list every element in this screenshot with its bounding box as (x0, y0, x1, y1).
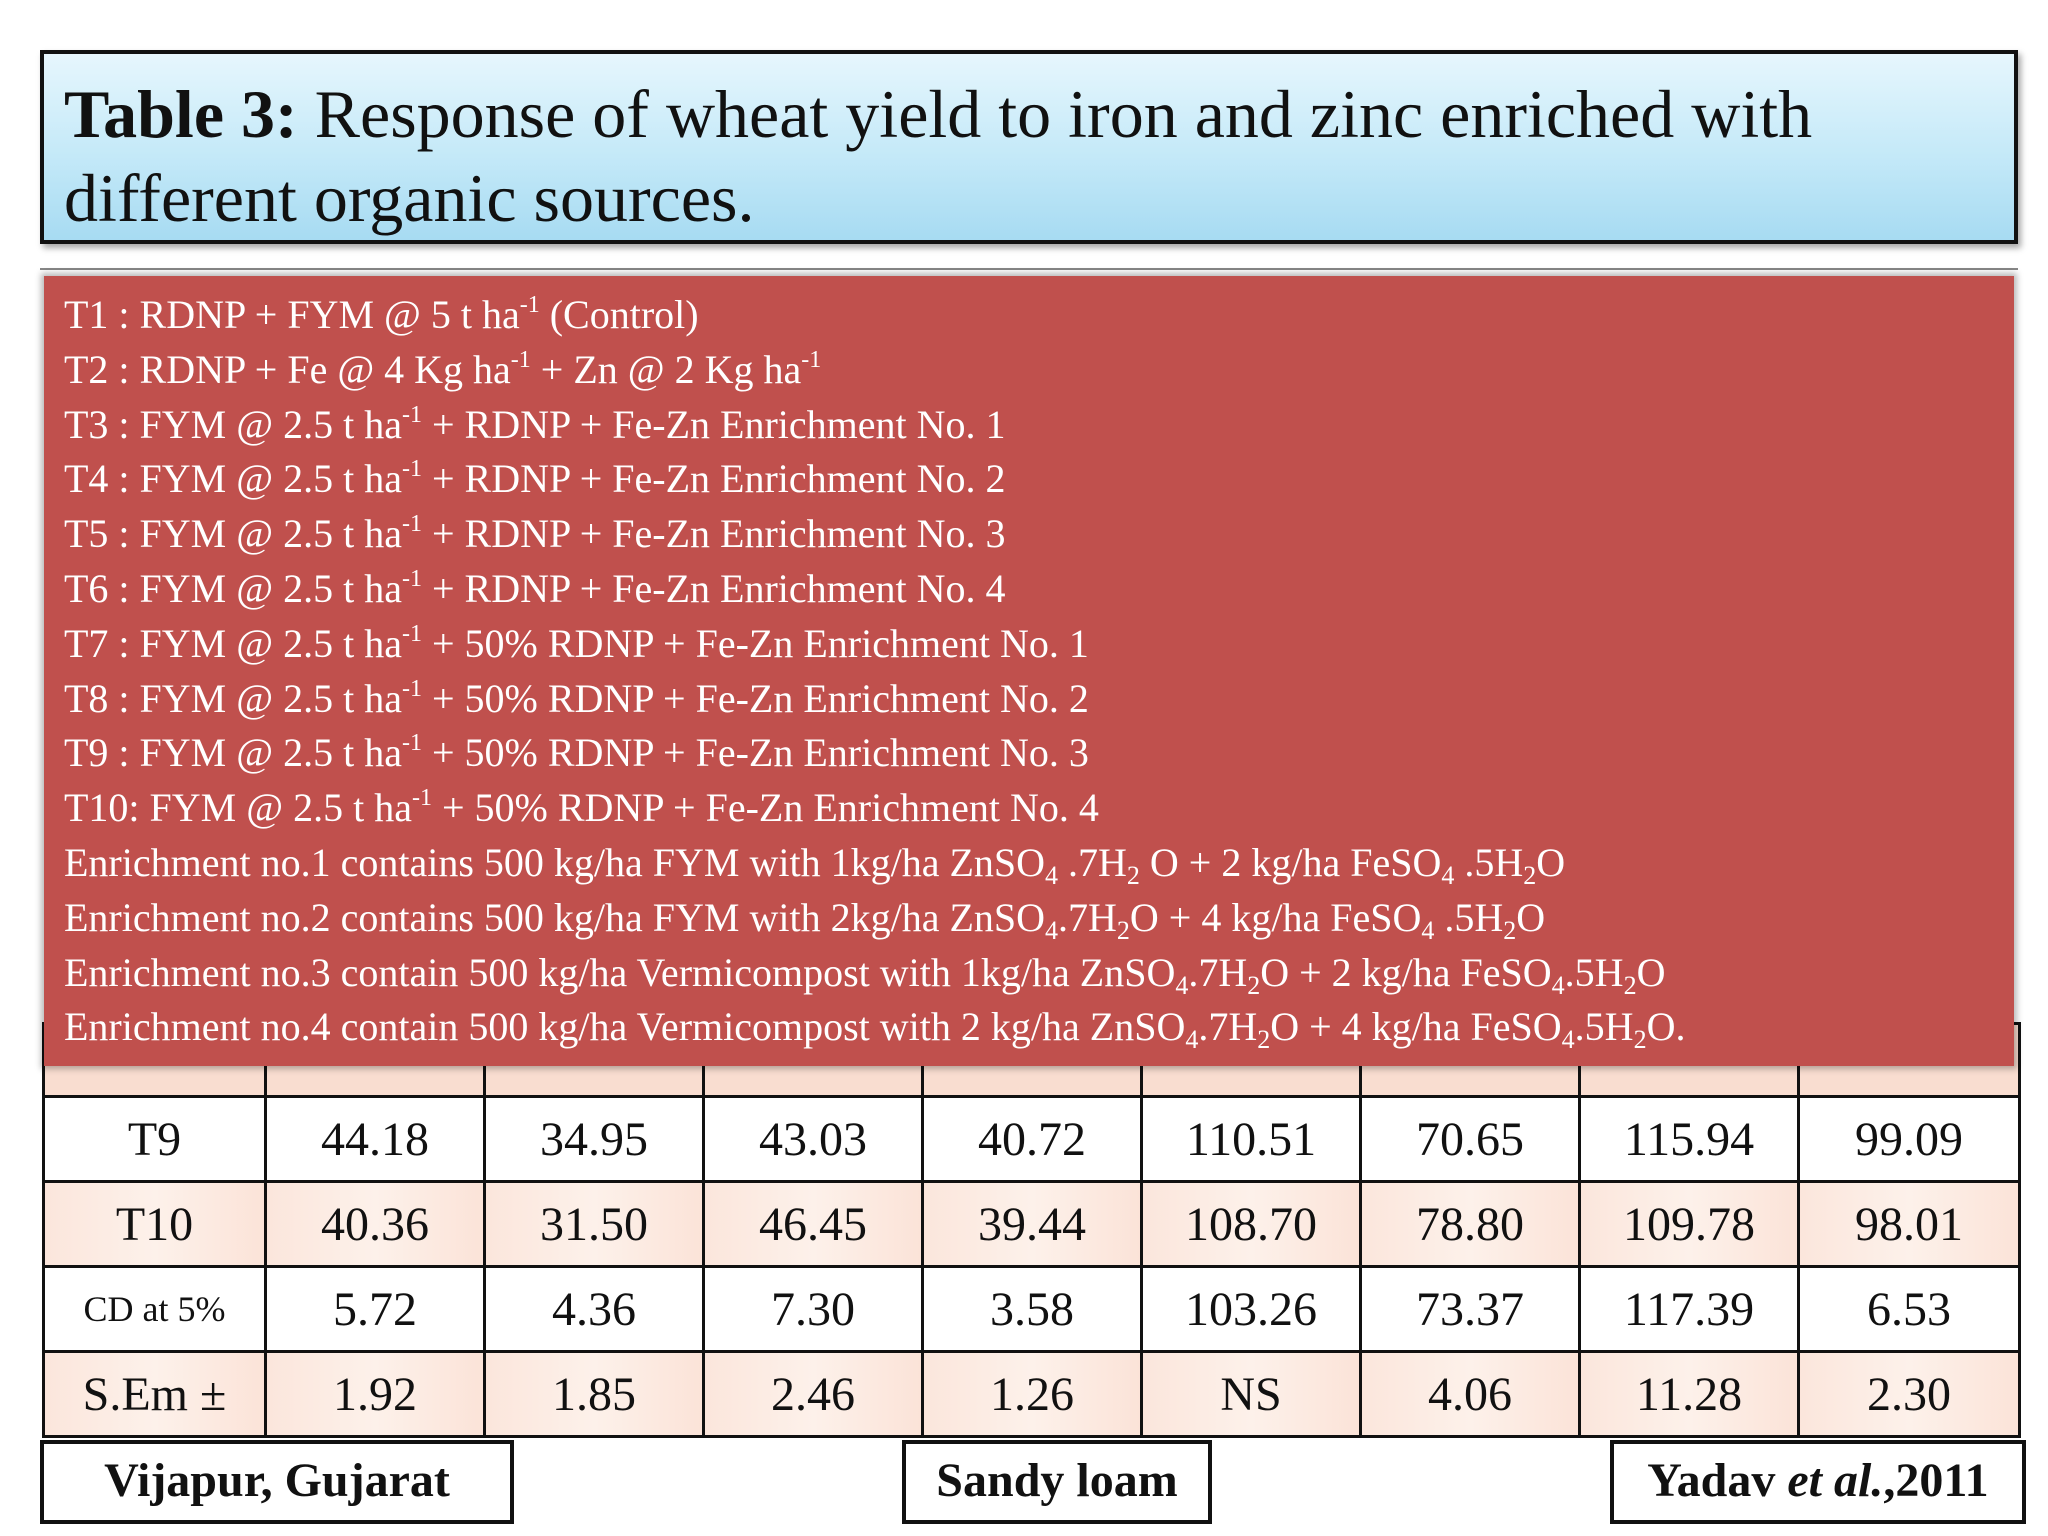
table-cell: 46.45 (702, 1180, 924, 1268)
table-cell: 7.30 (702, 1265, 924, 1353)
table-row: T10 40.36 31.50 46.45 39.44 108.70 78.80… (42, 1180, 2021, 1268)
treatment-line-5: T5 : FYM @ 2.5 t ha-1 + RDNP + Fe-Zn Enr… (64, 511, 1006, 557)
table-cell: 5.72 (264, 1265, 486, 1353)
table-cell: 108.70 (1140, 1180, 1362, 1268)
table-cell: 109.78 (1578, 1180, 1800, 1268)
table-cell: 6.53 (1797, 1265, 2021, 1353)
enrichment-line-1: Enrichment no.1 contains 500 kg/ha FYM w… (64, 839, 1566, 890)
divider (40, 268, 2018, 270)
reference-label: Yadav et al.,2011 (1610, 1440, 2026, 1524)
table-cell: 1.26 (921, 1350, 1143, 1438)
table-cell: 4.36 (483, 1265, 705, 1353)
yield-table: T9 44.18 34.95 43.03 40.72 110.51 70.65 … (42, 1022, 2021, 1438)
treatment-line-1: T1 : RDNP + FYM @ 5 t ha-1 (Control) (64, 292, 699, 337)
enrichment-line-3: Enrichment no.3 contain 500 kg/ha Vermic… (64, 949, 1666, 1000)
reference-et-al: et al. (1787, 1454, 1884, 1507)
table-cell: 73.37 (1359, 1265, 1581, 1353)
table-cell: 11.28 (1578, 1350, 1800, 1438)
enrichment-line-2: Enrichment no.2 contains 500 kg/ha FYM w… (64, 894, 1546, 945)
row-label: T10 (42, 1180, 267, 1268)
soil-type-label: Sandy loam (902, 1440, 1212, 1524)
table-cell: 115.94 (1578, 1095, 1800, 1183)
table-cell: 31.50 (483, 1180, 705, 1268)
table-cell: 1.85 (483, 1350, 705, 1438)
table-number: Table 3: (64, 76, 298, 152)
table-row: S.Em ± 1.92 1.85 2.46 1.26 NS 4.06 11.28… (42, 1350, 2021, 1438)
table-cell: 70.65 (1359, 1095, 1581, 1183)
table-cell: 40.36 (264, 1180, 486, 1268)
table-cell: 40.72 (921, 1095, 1143, 1183)
table-cell: 1.92 (264, 1350, 486, 1438)
table-row: CD at 5% 5.72 4.36 7.30 3.58 103.26 73.3… (42, 1265, 2021, 1353)
treatment-line-3: T3 : FYM @ 2.5 t ha-1 + RDNP + Fe-Zn Enr… (64, 401, 1006, 447)
table-cell: 98.01 (1797, 1180, 2021, 1268)
table-row: T9 44.18 34.95 43.03 40.72 110.51 70.65 … (42, 1095, 2021, 1183)
table-cell: 110.51 (1140, 1095, 1362, 1183)
treatment-line-8: T8 : FYM @ 2.5 t ha-1 + 50% RDNP + Fe-Zn… (64, 675, 1089, 721)
table-cell: NS (1140, 1350, 1362, 1438)
treatment-line-6: T6 : FYM @ 2.5 t ha-1 + RDNP + Fe-Zn Enr… (64, 565, 1006, 611)
table-cell: 4.06 (1359, 1350, 1581, 1438)
table-cell: 34.95 (483, 1095, 705, 1183)
reference-author: Yadav (1647, 1454, 1788, 1507)
table-cell: 78.80 (1359, 1180, 1581, 1268)
table-caption: Response of wheat yield to iron and zinc… (64, 76, 1813, 236)
treatment-line-10: T10: FYM @ 2.5 t ha-1 + 50% RDNP + Fe-Zn… (64, 785, 1099, 831)
table-cell: 43.03 (702, 1095, 924, 1183)
table-cell: 3.58 (921, 1265, 1143, 1353)
treatment-line-9: T9 : FYM @ 2.5 t ha-1 + 50% RDNP + Fe-Zn… (64, 730, 1089, 776)
treatment-legend: T1 : RDNP + FYM @ 5 t ha-1 (Control) T2 :… (44, 276, 2014, 1066)
table-cell: 103.26 (1140, 1265, 1362, 1353)
row-label: T9 (42, 1095, 267, 1183)
enrichment-line-4: Enrichment no.4 contain 500 kg/ha Vermic… (64, 1004, 1686, 1055)
treatment-line-7: T7 : FYM @ 2.5 t ha-1 + 50% RDNP + Fe-Zn… (64, 620, 1089, 666)
table-cell: 2.30 (1797, 1350, 2021, 1438)
row-label: S.Em ± (42, 1350, 267, 1438)
table-cell: 117.39 (1578, 1265, 1800, 1353)
treatment-line-4: T4 : FYM @ 2.5 t ha-1 + RDNP + Fe-Zn Enr… (64, 456, 1006, 502)
row-label: CD at 5% (42, 1265, 267, 1353)
table-cell: 2.46 (702, 1350, 924, 1438)
table-cell: 44.18 (264, 1095, 486, 1183)
table-cell: 39.44 (921, 1180, 1143, 1268)
location-label: Vijapur, Gujarat (40, 1440, 514, 1524)
table-cell: 99.09 (1797, 1095, 2021, 1183)
reference-year: ,2011 (1883, 1454, 1989, 1507)
table-title: Table 3: Response of wheat yield to iron… (40, 50, 2018, 244)
treatment-line-2: T2 : RDNP + Fe @ 4 Kg ha-1 + Zn @ 2 Kg h… (64, 346, 822, 392)
